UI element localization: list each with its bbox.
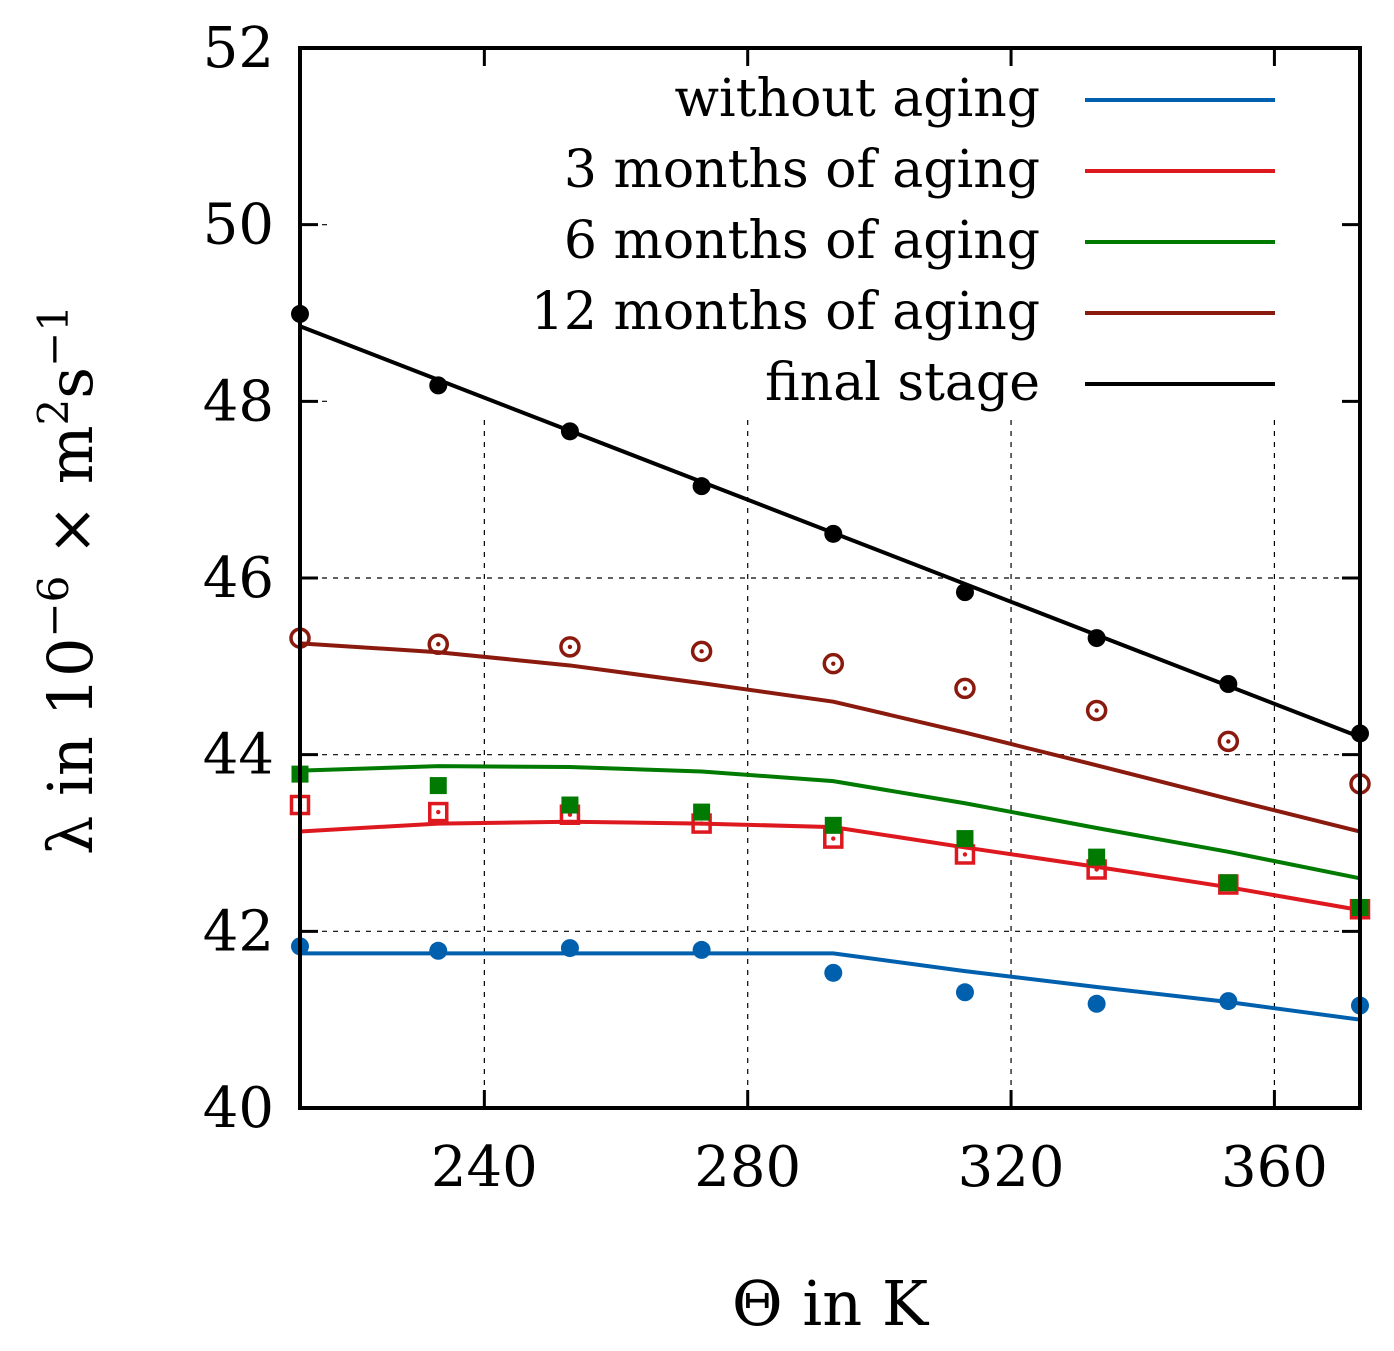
y-tick-label: 52 bbox=[203, 16, 274, 81]
data-point bbox=[954, 677, 976, 700]
grid-layer bbox=[300, 224, 1360, 1108]
y-axis-title: λ in 10−6 × m2s−1 bbox=[29, 305, 107, 855]
series-line bbox=[300, 951, 1361, 1022]
series-layer bbox=[289, 304, 1371, 1022]
data-point-dot bbox=[831, 836, 836, 841]
y-axis-title-mid: × m bbox=[34, 426, 107, 576]
legend-entry: 12 months of aging bbox=[531, 282, 1275, 342]
data-point bbox=[428, 801, 449, 823]
data-point bbox=[956, 830, 974, 848]
data-point bbox=[427, 633, 450, 655]
y-tick-label: 42 bbox=[203, 899, 274, 964]
x-tick-label: 320 bbox=[958, 1135, 1065, 1200]
data-point-dot bbox=[567, 812, 573, 817]
x-tick-label: 240 bbox=[431, 1135, 538, 1200]
data-point bbox=[429, 777, 447, 795]
series-without-aging bbox=[291, 937, 1369, 1022]
data-point bbox=[824, 963, 843, 982]
data-point bbox=[559, 636, 581, 658]
legend-entry: without aging bbox=[675, 69, 1275, 129]
legend-label: without aging bbox=[675, 69, 1040, 129]
data-point bbox=[1087, 994, 1106, 1013]
data-point-dot bbox=[436, 809, 441, 815]
y-tick-label: 44 bbox=[203, 723, 274, 788]
y-axis-title-exp3: −1 bbox=[29, 305, 78, 367]
data-point bbox=[824, 816, 842, 834]
x-tick-label: 360 bbox=[1221, 1135, 1328, 1200]
data-point bbox=[955, 983, 974, 1002]
data-point bbox=[1219, 675, 1238, 693]
series-6-months-of-aging bbox=[291, 764, 1369, 916]
data-point bbox=[692, 940, 711, 959]
data-point bbox=[1088, 848, 1106, 866]
data-point bbox=[1219, 992, 1238, 1011]
legend-label: 12 months of aging bbox=[531, 282, 1040, 342]
y-axis-title-base: λ in 10 bbox=[34, 638, 107, 855]
series-3-months-of-aging bbox=[289, 794, 1371, 920]
data-point-dot bbox=[1226, 739, 1231, 744]
series-line bbox=[299, 641, 1361, 834]
legend-label: 3 months of aging bbox=[564, 140, 1040, 200]
data-point bbox=[693, 803, 711, 821]
data-point bbox=[690, 640, 713, 663]
data-point bbox=[1085, 699, 1108, 722]
data-point bbox=[955, 583, 974, 602]
y-axis-title-exp2: 2 bbox=[29, 399, 78, 426]
data-point-dot bbox=[831, 661, 836, 666]
legend-label: 6 months of aging bbox=[564, 211, 1040, 271]
x-tick-label: 280 bbox=[694, 1135, 801, 1200]
data-point bbox=[824, 524, 843, 543]
data-point-dot bbox=[1094, 708, 1099, 713]
data-point bbox=[429, 376, 448, 395]
data-point bbox=[560, 939, 579, 958]
data-point bbox=[1217, 730, 1240, 753]
y-tick-label: 46 bbox=[203, 546, 274, 611]
data-point-dot bbox=[962, 852, 968, 857]
series-12-months-of-aging bbox=[289, 627, 1371, 834]
data-point bbox=[560, 422, 579, 441]
y-tick-label: 40 bbox=[203, 1076, 274, 1141]
y-tick-label: 48 bbox=[203, 369, 274, 434]
legend-entry: 6 months of aging bbox=[564, 211, 1275, 271]
data-point bbox=[1219, 874, 1237, 892]
legend-entry: 3 months of aging bbox=[564, 140, 1275, 200]
data-point bbox=[1087, 629, 1106, 648]
tick-layer: 40 42 44 46 48 50 52 240 280 320 360 bbox=[203, 16, 1360, 1200]
legend-label: final stage bbox=[765, 353, 1040, 413]
series-line bbox=[299, 819, 1361, 913]
data-point-dot bbox=[962, 686, 968, 691]
x-axis-title: Θ in K bbox=[732, 1267, 930, 1340]
y-axis-title-mid2: s bbox=[34, 367, 107, 399]
y-axis-title-exp1: −6 bbox=[29, 576, 78, 638]
series-line bbox=[299, 764, 1361, 881]
y-tick-label: 50 bbox=[203, 193, 274, 258]
data-point-dot bbox=[567, 644, 573, 650]
legend: without aging 3 months of aging 6 months o… bbox=[531, 69, 1275, 413]
data-point bbox=[429, 941, 448, 960]
data-point-dot bbox=[1094, 867, 1099, 872]
data-point-dot bbox=[436, 642, 441, 647]
data-point bbox=[561, 796, 579, 814]
data-point-dot bbox=[699, 649, 704, 654]
data-point bbox=[822, 652, 845, 675]
data-point bbox=[692, 477, 711, 496]
legend-entry: final stage bbox=[765, 353, 1275, 413]
data-point-dot bbox=[699, 821, 704, 826]
